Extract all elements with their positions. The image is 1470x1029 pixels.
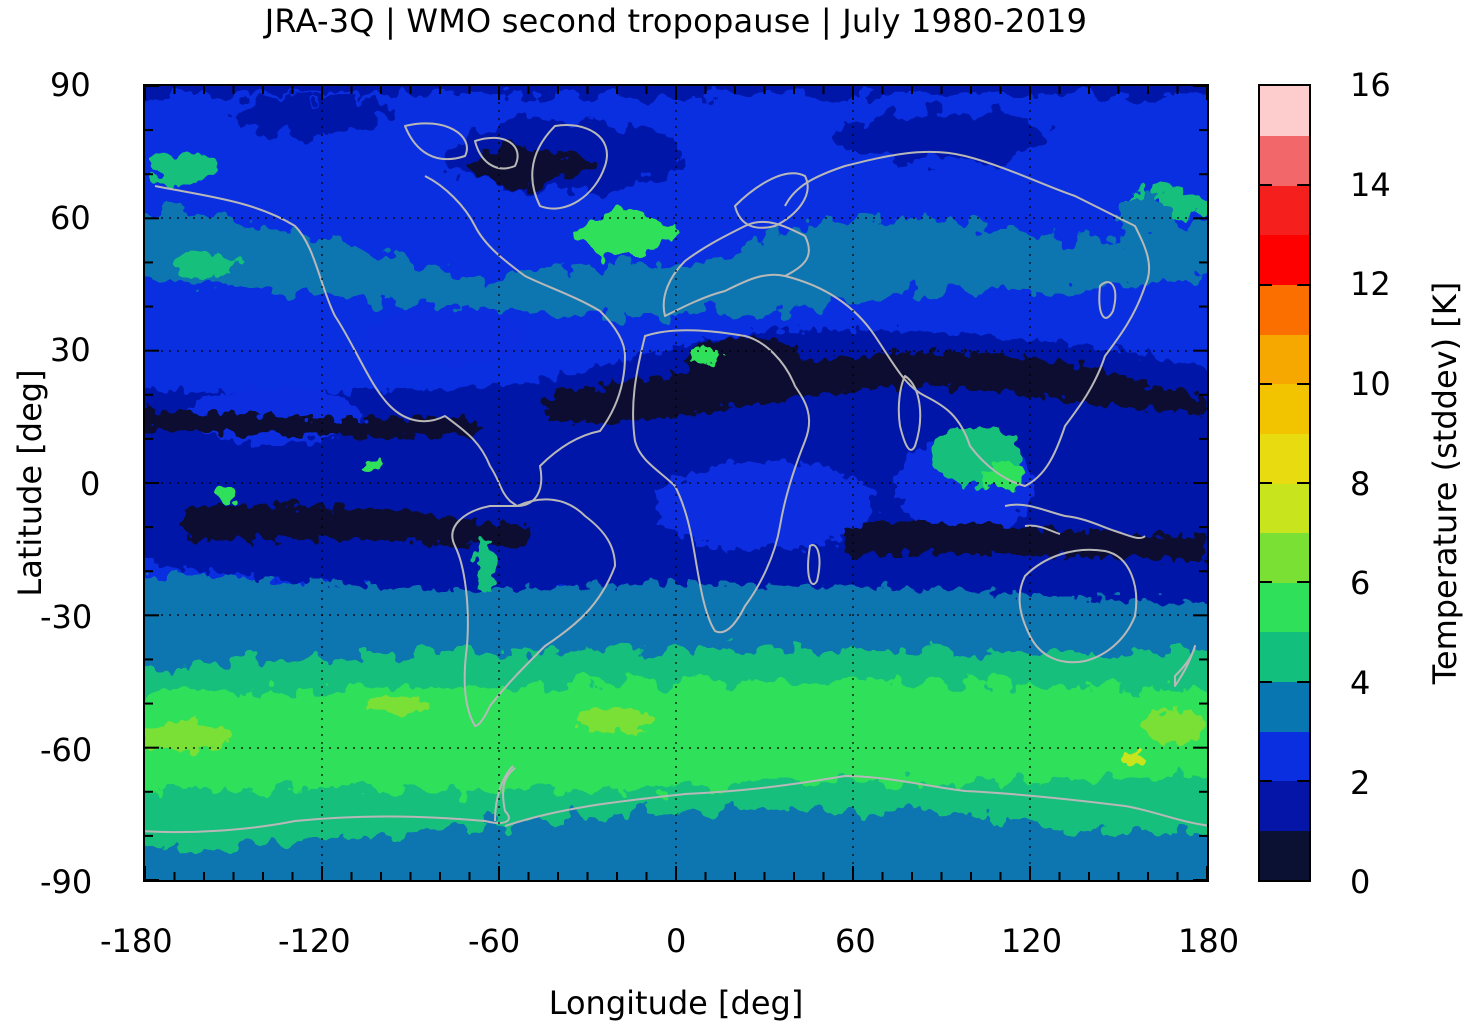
y-tick-label: -90 — [40, 863, 93, 901]
y-tick-label: -30 — [40, 598, 93, 636]
colorbar-cell — [1260, 731, 1309, 782]
colorbar-cell — [1260, 582, 1309, 633]
tick-marks — [145, 86, 1207, 880]
x-tick-label: 60 — [835, 922, 876, 960]
x-tick-label: -120 — [278, 922, 351, 960]
colorbar-tick — [1260, 482, 1272, 484]
x-tick-label: 180 — [1178, 922, 1240, 960]
y-tick-label: -60 — [40, 731, 93, 769]
colorbar-cell — [1260, 483, 1309, 534]
colorbar-tick-label: 10 — [1350, 365, 1391, 403]
colorbar-tick — [1260, 779, 1272, 782]
x-tick-label: 120 — [1001, 922, 1063, 960]
colorbar-cell — [1260, 830, 1309, 880]
colorbar — [1258, 84, 1311, 882]
colorbar-cell — [1260, 780, 1309, 831]
y-tick-label: 90 — [50, 66, 91, 104]
field-hotspots — [145, 696, 1205, 767]
colorbar-cell — [1260, 234, 1309, 285]
colorbar-tick — [1297, 779, 1309, 782]
colorbar-cell — [1260, 334, 1309, 385]
x-tick-label: 0 — [666, 922, 687, 960]
colorbar-tick — [1260, 382, 1272, 385]
map-field-svg — [145, 86, 1207, 880]
field-zones — [145, 86, 1207, 880]
x-axis-label: Longitude [deg] — [548, 984, 804, 1022]
colorbar-cell — [1260, 383, 1309, 434]
colorbar-tick-label: 6 — [1350, 564, 1371, 602]
colorbar-cell — [1260, 135, 1309, 186]
colorbar-tick — [1297, 482, 1309, 484]
colorbar-tick-label: 16 — [1350, 66, 1391, 104]
y-tick-label: 60 — [50, 199, 91, 237]
colorbar-cell — [1260, 284, 1309, 335]
colorbar-tick — [1260, 581, 1272, 584]
colorbar-tick — [1297, 581, 1309, 584]
x-tick-label: -60 — [468, 922, 521, 960]
colorbar-tick-label: 14 — [1350, 166, 1391, 204]
colorbar-cell — [1260, 532, 1309, 583]
colorbar-cell — [1260, 681, 1309, 732]
x-tick-label: -180 — [100, 922, 173, 960]
colorbar-tick — [1297, 680, 1309, 683]
y-axis-label: Latitude [deg] — [11, 369, 49, 597]
colorbar-cell — [1260, 86, 1309, 137]
coastlines — [145, 122, 1207, 834]
y-tick-label: 30 — [50, 331, 91, 369]
colorbar-tick — [1297, 184, 1309, 187]
colorbar-tick-label: 2 — [1350, 764, 1371, 802]
colorbar-tick-label: 0 — [1350, 863, 1371, 901]
chart-title: JRA-3Q | WMO second tropopause | July 19… — [264, 2, 1088, 40]
colorbar-tick-label: 4 — [1350, 664, 1371, 702]
colorbar-tick — [1297, 283, 1309, 286]
colorbar-tick-label: 8 — [1350, 465, 1371, 503]
colorbar-tick — [1260, 184, 1272, 187]
colorbar-tick — [1260, 680, 1272, 683]
colorbar-tick — [1260, 283, 1272, 286]
colorbar-cell — [1260, 185, 1309, 236]
colorbar-tick — [1297, 382, 1309, 385]
colorbar-tick-label: 12 — [1350, 265, 1391, 303]
map-plot-area — [143, 84, 1209, 882]
y-tick-label: 0 — [80, 465, 101, 503]
colorbar-cell — [1260, 631, 1309, 682]
grid-lines — [145, 86, 1207, 880]
colorbar-cell — [1260, 433, 1309, 484]
colorbar-label: Temperature (stddev) [K] — [1426, 281, 1464, 685]
